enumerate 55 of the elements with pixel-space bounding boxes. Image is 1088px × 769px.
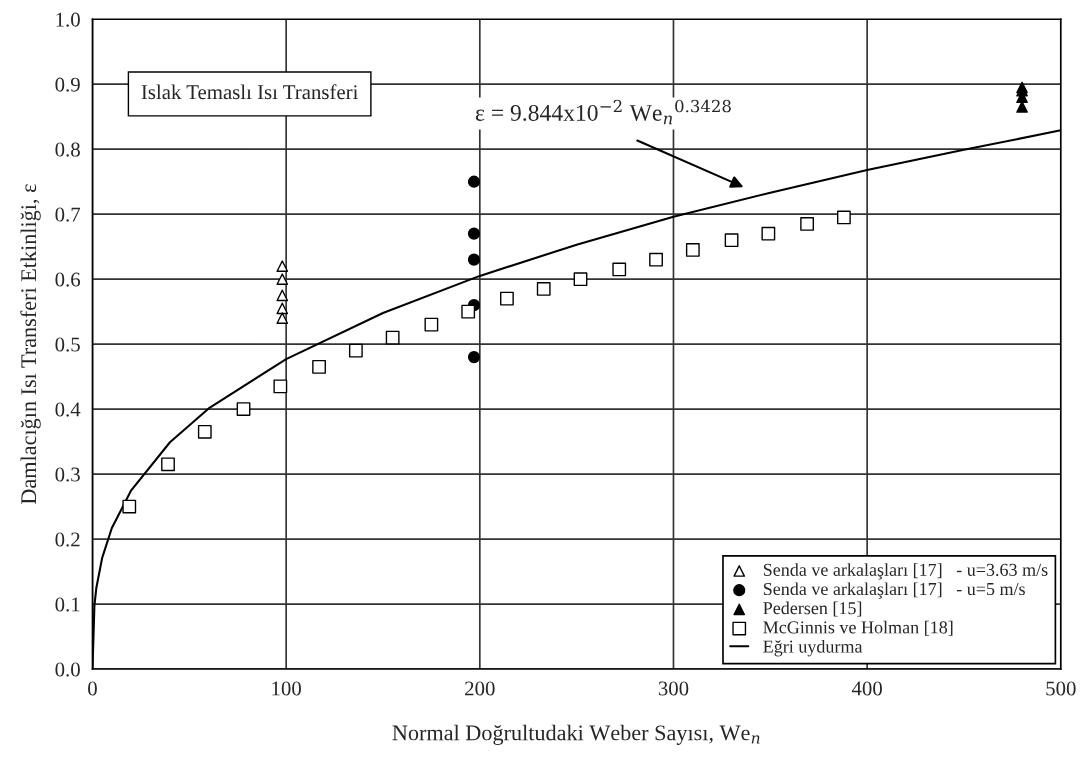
y-tick-label: 0.8 [55, 142, 80, 157]
point [467, 351, 481, 364]
point [276, 289, 289, 302]
point [467, 253, 481, 266]
point [273, 379, 288, 394]
point [500, 291, 514, 306]
point [467, 227, 481, 240]
legend-label: McGinnis ve Holman [18] [763, 620, 953, 636]
y-tick-label: 1.0 [56, 12, 80, 27]
y-tick-label: 0.7 [55, 207, 81, 222]
y-tick-label: 0.6 [55, 272, 81, 287]
point [836, 210, 851, 225]
point [761, 226, 776, 241]
point [461, 304, 476, 319]
y-tick-label: 0.9 [55, 77, 80, 92]
point [276, 273, 289, 285]
legend-label: Eğri uydurma [763, 639, 863, 657]
y-tick-label: 0.2 [55, 532, 80, 547]
point [612, 262, 627, 277]
point [276, 312, 289, 324]
x-tick-label: 500 [1046, 681, 1076, 696]
point [424, 317, 439, 332]
y-tick-label: 0.3 [55, 467, 80, 482]
point [236, 402, 251, 417]
point [724, 233, 739, 248]
y-tick-label: 0.5 [55, 337, 80, 352]
point [685, 242, 700, 257]
legend-label: Senda ve arkalaşları [17] - u=3.63 m/s [763, 563, 1048, 580]
point [161, 457, 175, 472]
point [312, 359, 326, 374]
annotation: ε = 9.844x10$^{−2}$ We$_{n}$$^{0.3428}$ [475, 99, 731, 125]
point [276, 302, 289, 315]
x-tick-label: 100 [272, 681, 301, 696]
x-axis-title: Normal Doğrultudaki Weber Sayısı, We$_{n}$ [392, 724, 760, 745]
point [467, 175, 481, 188]
point [573, 272, 588, 287]
y-tick-label: 0.4 [55, 402, 81, 417]
point [649, 252, 663, 267]
legend-label: Pedersen [15] [763, 601, 862, 617]
point [800, 217, 815, 231]
x-tick-label: 300 [658, 681, 689, 696]
annotation: Islak Temaslı Isı Transferi [141, 84, 358, 100]
y-tick-label: 0.1 [55, 597, 80, 612]
point [536, 281, 551, 296]
x-tick-label: 0 [88, 681, 97, 696]
y-tick-label: 0.0 [55, 662, 80, 677]
point [348, 343, 363, 358]
x-tick-label: 400 [851, 681, 882, 696]
point [276, 260, 289, 272]
legend-label: Senda ve arkalaşları [17] - u=5 m/s [763, 582, 1025, 599]
point [385, 330, 400, 345]
point [122, 499, 137, 514]
point [197, 424, 212, 439]
x-tick-label: 200 [465, 681, 495, 696]
y-axis-title: Damlacığın Isı Transferi Etkinliği, ε [20, 184, 41, 505]
